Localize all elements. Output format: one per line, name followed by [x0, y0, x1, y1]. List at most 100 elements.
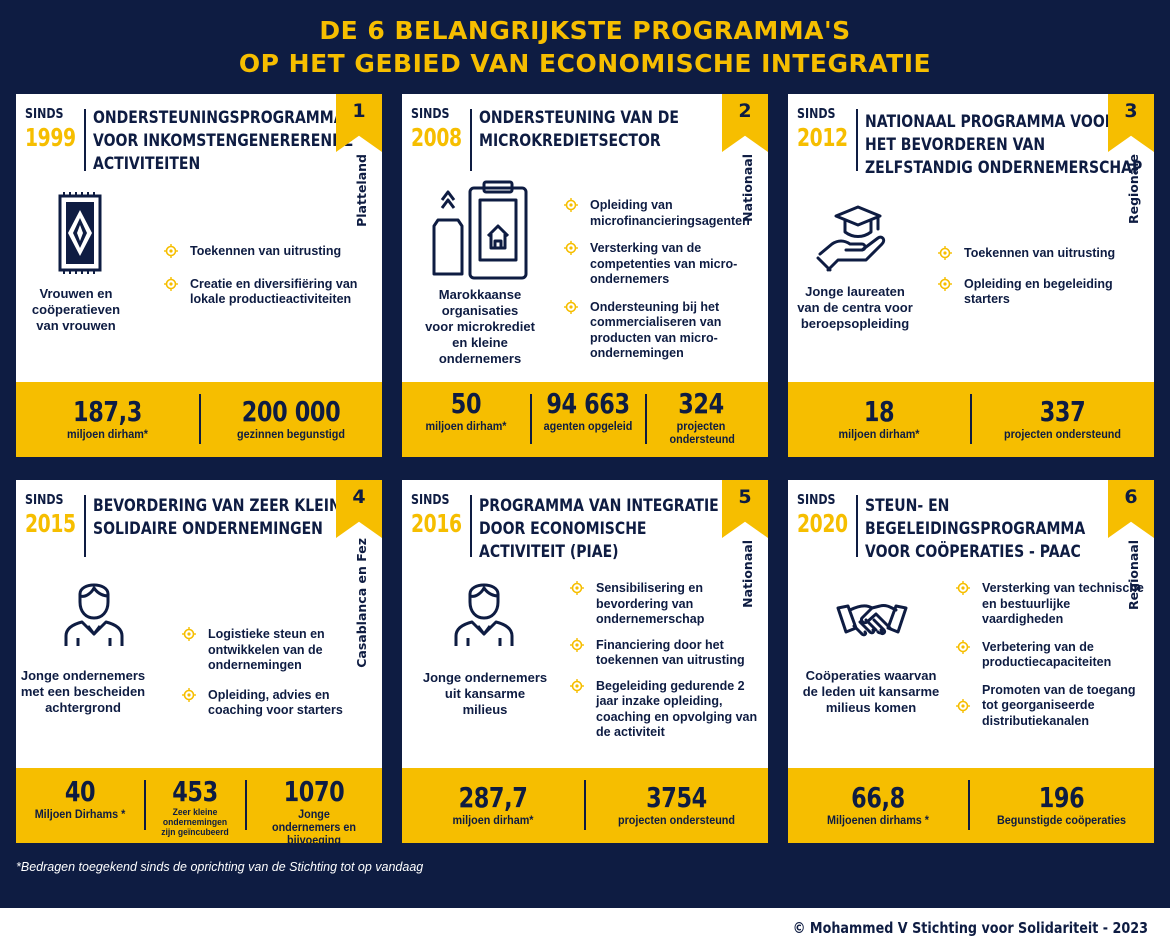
stat: 18 miljoen dirham*	[838, 395, 920, 441]
footnote: *Bedragen toegekend sinds de oprichting …	[16, 860, 424, 874]
target-icon	[182, 687, 196, 702]
page-title: DE 6 BELANGRIJKSTE PROGRAMMA'S OP HET GE…	[0, 14, 1170, 80]
graduate-hand-icon	[816, 205, 886, 272]
divider	[199, 394, 201, 444]
footer-bar: © Mohammed V Stichting voor Solidariteit…	[0, 908, 1170, 950]
program-card-4: SINDS 2015 BEVORDERING VAN ZEER KLEINE SO…	[16, 480, 382, 847]
stat: 337 projecten ondersteund	[1003, 395, 1121, 441]
since-year: 2016	[411, 509, 462, 538]
list-item: Opleiding, advies en coaching voor start…	[180, 687, 352, 719]
target-icon	[570, 581, 584, 595]
target-icon	[956, 639, 970, 654]
target-group: Coöperaties waarvan de leden uit kansarme…	[802, 668, 940, 715]
program-number-badge: 1	[336, 94, 382, 152]
target-group: Jonge ondernemers uit kansarme milieus	[422, 670, 548, 717]
stat: 324 projecten ondersteund	[669, 387, 735, 446]
stats-bar: 66,8 Miljoenen dirhams * 196 Begunstigde c…	[788, 768, 1154, 843]
program-number-badge: 3	[1108, 94, 1154, 152]
since-label: SINDS	[411, 493, 450, 508]
divider	[245, 780, 247, 830]
since-block: SINDS 2015	[25, 493, 87, 539]
target-icon	[938, 246, 952, 260]
target-icon	[564, 198, 578, 212]
list-item: Opleiding en begeleiding starters	[936, 276, 1146, 308]
list-item: Logistieke steun en ontwikkelen van de o…	[180, 627, 352, 674]
title-line-1: DE 6 BELANGRIJKSTE PROGRAMMA'S	[319, 16, 851, 45]
person-icon	[454, 583, 514, 646]
divider	[144, 780, 146, 830]
list-item: Verbetering van de productiecapaciteiten	[954, 639, 1150, 671]
stats-bar: 187,3 miljoen dirham* 200 000 gezinnen beg…	[16, 382, 382, 457]
target-icon	[956, 698, 970, 713]
stat: 50 miljoen dirham*	[425, 387, 507, 433]
program-title: ONDERSTEUNINGSPROGRAMMA VOOR INKOMSTENGE…	[93, 108, 354, 173]
since-label: SINDS	[411, 107, 450, 122]
list-item: Toekennen van uitrusting	[936, 246, 1146, 262]
since-block: SINDS 2012	[797, 107, 859, 153]
target-icon	[564, 241, 578, 255]
stat: 3754 projecten ondersteund	[617, 781, 735, 827]
bullet-list: Sensibilisering en bevordering van onder…	[568, 581, 758, 741]
microcredit-icon	[432, 180, 528, 280]
stat: 200 000 gezinnen begunstigd	[237, 395, 345, 441]
region-label: Casablanca en Fez	[354, 538, 369, 668]
program-number-badge: 2	[722, 94, 768, 152]
stats-bar: 50 miljoen dirham* 94 663 agenten opgeleid…	[402, 382, 768, 457]
stat: 453 Zeer kleine ondernemingen zijn geïncu…	[161, 775, 229, 838]
stat: 287,7 miljoen dirham*	[452, 781, 534, 827]
bullet-list: Toekennen van uitrusting Opleiding en be…	[936, 246, 1146, 325]
list-item: Promoten van de toegang tot georganiseer…	[954, 683, 1150, 730]
program-card-1: SINDS 1999 ONDERSTEUNINGSPROGRAMMA VOOR …	[16, 94, 382, 457]
stats-bar: 40 Miljoen Dirhams * 453 Zeer kleine onder…	[16, 768, 382, 847]
target-icon	[938, 276, 952, 291]
stats-bar: 287,7 miljoen dirham* 3754 projecten onder…	[402, 768, 768, 843]
list-item: Opleiding van microfinancieringsagenten	[562, 198, 760, 229]
divider	[645, 394, 647, 444]
program-title: PROGRAMMA VAN INTEGRATIE DOOR ECONOMISCHE…	[479, 496, 719, 561]
bullet-list: Toekennen van uitrusting Creatie en dive…	[162, 244, 362, 325]
since-label: SINDS	[797, 493, 836, 508]
list-item: Versterking van technische en bestuurlij…	[954, 581, 1150, 628]
target-icon	[564, 299, 578, 314]
bullet-list: Logistieke steun en ontwikkelen van de o…	[180, 627, 352, 736]
since-block: SINDS 1999	[25, 107, 87, 153]
program-card-6: SINDS 2020 STEUN- EN BEGELEIDINGSPROGRAMM…	[788, 480, 1154, 843]
since-year: 2020	[797, 509, 848, 538]
bullet-list: Versterking van technische en bestuurlij…	[954, 581, 1150, 729]
program-number-badge: 6	[1108, 480, 1154, 538]
since-block: SINDS 2020	[797, 493, 859, 539]
stat: 94 663 agenten opgeleid	[543, 387, 633, 433]
target-icon	[164, 276, 178, 291]
stats-bar: 18 miljoen dirham* 337 projecten ondersteu…	[788, 382, 1154, 457]
program-card-2: SINDS 2008 ONDERSTEUNING VAN DE MICROKRED…	[402, 94, 768, 457]
title-line-2: OP HET GEBIED VAN ECONOMISCHE INTEGRATIE	[238, 49, 932, 78]
list-item: Financiering door het toekennen van uitr…	[568, 637, 758, 669]
bullet-list: Opleiding van microfinancieringsagenten …	[562, 198, 760, 362]
divider	[470, 109, 472, 171]
divider	[470, 495, 472, 557]
target-icon	[570, 678, 584, 693]
handshake-icon	[836, 604, 908, 637]
divider	[84, 495, 86, 557]
divider	[856, 495, 858, 557]
since-year: 2015	[25, 509, 76, 538]
divider	[856, 109, 858, 171]
program-number-badge: 5	[722, 480, 768, 538]
divider	[84, 109, 86, 171]
program-number-badge: 4	[336, 480, 382, 538]
divider	[584, 780, 586, 830]
list-item: Sensibilisering en bevordering van onder…	[568, 581, 758, 628]
program-card-5: SINDS 2016 PROGRAMMA VAN INTEGRATIE DOOR …	[402, 480, 768, 843]
since-label: SINDS	[25, 107, 64, 122]
program-title: BEVORDERING VAN ZEER KLEINE SOLIDAIRE OND…	[93, 496, 351, 538]
target-group: Vrouwen en coöperatieven van vrouwen	[31, 286, 121, 333]
target-group: Jonge laureaten van de centra voor beroeps…	[797, 284, 913, 331]
since-year: 1999	[25, 123, 76, 152]
list-item: Creatie en diversifiëring van lokale pro…	[162, 276, 362, 308]
target-icon	[570, 637, 584, 652]
stat: 1070 Jonge ondernemers en bijvoeging	[271, 775, 357, 847]
program-title: ONDERSTEUNING VAN DE MICROKREDIETSECTOR	[479, 108, 680, 150]
divider	[968, 780, 970, 830]
list-item: Ondersteuning bij het commercialiseren v…	[562, 299, 760, 362]
list-item: Begeleiding gedurende 2 jaar inzake ople…	[568, 678, 758, 741]
